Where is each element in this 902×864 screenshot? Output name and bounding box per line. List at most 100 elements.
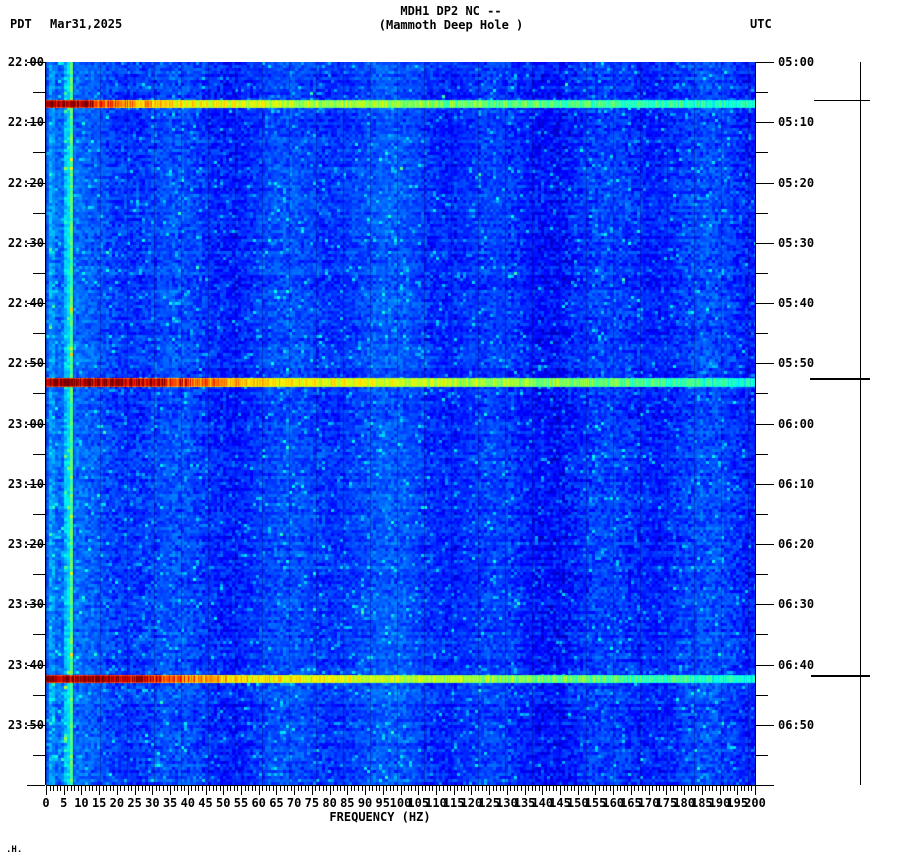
x-tick xyxy=(528,786,529,791)
event-marker-tick[interactable] xyxy=(814,100,870,101)
x-axis-label: 110 xyxy=(425,796,447,810)
y-tick-right xyxy=(756,544,774,545)
x-axis-label: 60 xyxy=(251,796,266,810)
x-tick xyxy=(248,786,249,791)
y-tick-left xyxy=(33,514,45,515)
y-axis-left-label: 22:00 xyxy=(7,55,44,69)
y-axis-left-label: 22:30 xyxy=(7,236,44,250)
x-axis-label: 125 xyxy=(478,796,500,810)
y-tick-right xyxy=(756,243,774,244)
x-tick xyxy=(503,786,504,791)
x-tick xyxy=(376,786,377,791)
x-tick xyxy=(471,786,472,795)
y-tick-left xyxy=(33,634,45,635)
x-axis-label: 75 xyxy=(304,796,320,810)
y-axis-left-label: 23:20 xyxy=(7,537,44,551)
x-tick xyxy=(312,786,313,795)
x-tick xyxy=(340,786,341,791)
x-tick xyxy=(652,786,653,791)
x-tick xyxy=(379,786,380,791)
x-tick xyxy=(227,786,228,791)
x-axis-label: 5 xyxy=(60,796,68,810)
x-tick xyxy=(53,786,54,791)
x-tick xyxy=(188,786,189,795)
x-tick xyxy=(181,786,182,791)
x-tick xyxy=(578,786,579,795)
x-tick xyxy=(152,786,153,795)
spectrogram-plot[interactable] xyxy=(46,62,755,785)
x-tick xyxy=(138,786,139,791)
x-tick xyxy=(549,786,550,791)
y-axis-left-label: 23:00 xyxy=(7,417,44,431)
x-tick xyxy=(638,786,639,791)
x-axis-label: 190 xyxy=(708,796,731,810)
x-tick xyxy=(64,786,65,795)
x-tick xyxy=(673,786,674,791)
y-axis-right-label: 05:10 xyxy=(778,115,815,129)
y-tick-left xyxy=(27,363,45,364)
x-tick xyxy=(624,786,625,791)
x-tick xyxy=(347,786,348,795)
y-tick-right xyxy=(756,725,774,726)
x-tick xyxy=(510,786,511,791)
y-axis-right-label: 06:30 xyxy=(778,597,815,611)
x-tick xyxy=(120,786,121,791)
x-tick xyxy=(269,786,270,791)
x-tick xyxy=(57,786,58,791)
y-tick-left xyxy=(27,424,45,425)
x-axis-label: 200 xyxy=(744,796,766,810)
x-tick xyxy=(695,786,696,791)
y-tick-left xyxy=(27,243,45,244)
y-tick-left xyxy=(27,725,45,726)
x-axis-label: 120 xyxy=(460,796,483,810)
y-tick-left xyxy=(33,755,45,756)
x-axis-label: 90 xyxy=(357,796,373,810)
x-tick xyxy=(294,786,295,795)
x-tick xyxy=(223,786,224,795)
x-tick xyxy=(315,786,316,791)
x-tick xyxy=(209,786,210,791)
x-tick xyxy=(273,786,274,791)
x-tick xyxy=(159,786,160,791)
y-tick-right xyxy=(756,213,768,214)
x-axis-label: 160 xyxy=(602,796,625,810)
y-tick-left xyxy=(27,122,45,123)
y-tick-right xyxy=(756,424,774,425)
header-zone: PDT Mar31,2025 MDH1 DP2 NC -- (Mammoth D… xyxy=(0,0,902,56)
x-tick xyxy=(234,786,235,791)
event-marker-tick[interactable] xyxy=(811,675,870,677)
x-tick xyxy=(337,786,338,791)
x-tick xyxy=(404,786,405,791)
x-tick xyxy=(450,786,451,791)
y-tick-right xyxy=(756,363,774,364)
y-tick-left xyxy=(27,665,45,666)
x-axis-label: 15 xyxy=(91,796,107,810)
x-tick xyxy=(432,786,433,791)
y-tick-left xyxy=(27,544,45,545)
x-axis-label: 0 xyxy=(42,796,50,810)
x-tick xyxy=(585,786,586,791)
x-tick xyxy=(684,786,685,795)
y-tick-right xyxy=(756,454,768,455)
x-tick xyxy=(163,786,164,791)
y-axis-right-label: 05:20 xyxy=(778,176,815,190)
x-tick xyxy=(323,786,324,791)
x-tick xyxy=(634,786,635,791)
event-marker-tick[interactable] xyxy=(810,378,870,380)
x-tick xyxy=(418,786,419,795)
x-axis-label: 165 xyxy=(620,796,642,810)
x-tick xyxy=(751,786,752,791)
x-tick xyxy=(737,786,738,795)
y-axis-right-label: 06:10 xyxy=(778,477,815,491)
x-tick xyxy=(659,786,660,791)
x-tick xyxy=(592,786,593,791)
x-tick xyxy=(266,786,267,791)
y-tick-left xyxy=(33,393,45,394)
x-axis-label: 180 xyxy=(673,796,695,810)
x-tick xyxy=(202,786,203,791)
x-tick xyxy=(556,786,557,791)
y-tick-left xyxy=(27,303,45,304)
y-tick-left xyxy=(33,92,45,93)
x-tick xyxy=(631,786,632,795)
x-tick xyxy=(730,786,731,791)
